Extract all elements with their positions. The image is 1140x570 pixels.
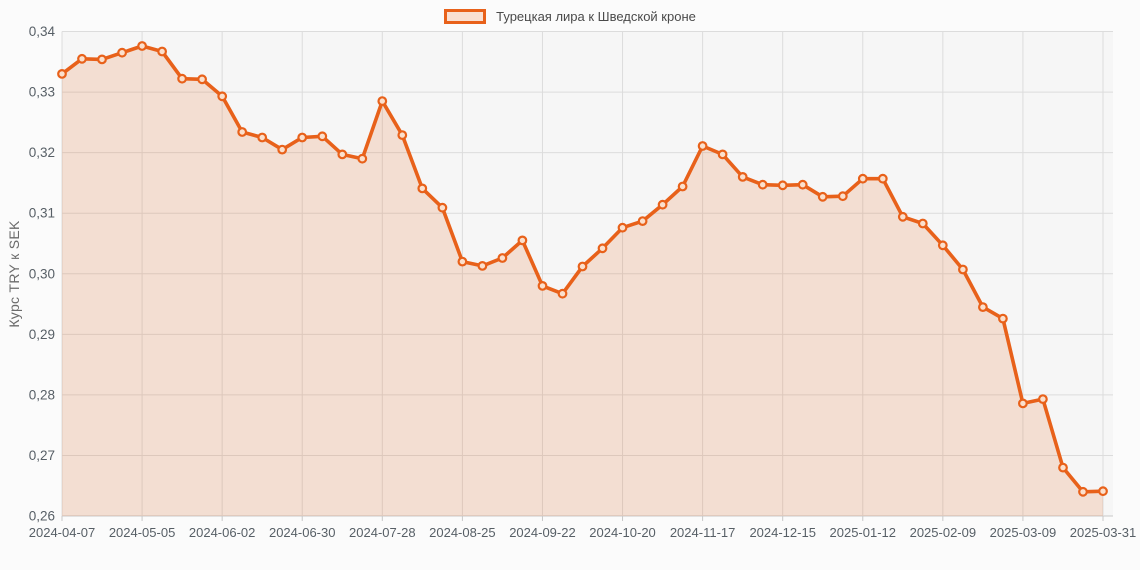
data-point[interactable] bbox=[897, 211, 908, 222]
x-tick-label: 2024-08-25 bbox=[429, 525, 496, 540]
data-point[interactable] bbox=[557, 288, 568, 299]
data-point[interactable] bbox=[617, 222, 628, 233]
data-point[interactable] bbox=[337, 149, 348, 160]
y-tick-label: 0,30 bbox=[29, 266, 55, 281]
y-gridlines bbox=[62, 31, 1113, 517]
y-tick-labels: 0,34 0,33 0,32 0,31 0,30 0,29 0,28 0,27 0,26 bbox=[29, 24, 56, 524]
x-tick-label: 2024-10-20 bbox=[589, 525, 656, 540]
data-point[interactable] bbox=[1018, 398, 1028, 409]
legend-series-label: Турецкая лира к Шведской кроне bbox=[496, 8, 696, 24]
data-point[interactable] bbox=[277, 144, 288, 155]
x-tick-label: 2025-03-31 bbox=[1070, 525, 1137, 540]
data-point[interactable] bbox=[497, 253, 508, 263]
data-point[interactable] bbox=[978, 302, 988, 313]
data-point[interactable] bbox=[477, 261, 488, 271]
area-series-fill bbox=[62, 46, 1103, 516]
y-tick-label: 0,28 bbox=[29, 387, 55, 402]
x-tick-labels: 2024-04-07 2024-05-05 2024-06-02 2024-06-30… bbox=[29, 525, 1137, 540]
y-tick-label: 0,31 bbox=[29, 206, 55, 221]
data-point[interactable] bbox=[197, 74, 208, 85]
data-point[interactable] bbox=[517, 235, 528, 246]
data-point[interactable] bbox=[97, 54, 107, 65]
data-point[interactable] bbox=[797, 179, 808, 190]
data-point[interactable] bbox=[297, 132, 308, 143]
data-point[interactable] bbox=[137, 41, 148, 51]
x-tick-label: 2025-01-12 bbox=[830, 525, 897, 540]
data-point[interactable] bbox=[677, 181, 688, 192]
data-points bbox=[57, 41, 1108, 497]
y-tick-label: 0,29 bbox=[29, 327, 55, 342]
data-point[interactable] bbox=[177, 73, 188, 84]
data-point[interactable] bbox=[157, 46, 168, 57]
data-point[interactable] bbox=[837, 191, 848, 202]
data-point[interactable] bbox=[1058, 462, 1068, 473]
data-point[interactable] bbox=[77, 53, 87, 64]
data-point[interactable] bbox=[917, 218, 928, 229]
legend-series-swatch-icon bbox=[444, 8, 487, 24]
data-point[interactable] bbox=[998, 313, 1008, 324]
x-tick-label: 2024-12-15 bbox=[749, 525, 816, 540]
x-tick-label: 2024-11-17 bbox=[670, 525, 736, 540]
data-point[interactable] bbox=[577, 261, 588, 272]
y-tick-label: 0,27 bbox=[29, 448, 55, 463]
x-gridlines bbox=[61, 31, 1104, 521]
data-point[interactable] bbox=[237, 127, 248, 137]
y-tick-label: 0,33 bbox=[29, 85, 55, 100]
data-point[interactable] bbox=[117, 47, 127, 58]
data-point[interactable] bbox=[637, 216, 648, 227]
y-tick-label: 0,32 bbox=[29, 145, 55, 160]
data-point[interactable] bbox=[1098, 486, 1108, 497]
data-point[interactable] bbox=[397, 130, 408, 141]
data-point[interactable] bbox=[717, 149, 728, 160]
data-point[interactable] bbox=[377, 96, 388, 106]
x-tick-label: 2024-04-07 bbox=[29, 525, 96, 540]
y-tick-label: 0,34 bbox=[29, 24, 56, 39]
data-point[interactable] bbox=[257, 132, 268, 143]
x-tick-label: 2024-05-05 bbox=[109, 525, 176, 540]
data-point[interactable] bbox=[657, 199, 668, 210]
data-point[interactable] bbox=[937, 240, 948, 251]
data-point[interactable] bbox=[958, 264, 968, 275]
data-point[interactable] bbox=[437, 202, 448, 213]
x-tick-label: 2024-09-22 bbox=[509, 525, 576, 540]
data-point[interactable] bbox=[817, 191, 828, 202]
data-point[interactable] bbox=[317, 131, 328, 142]
data-point[interactable] bbox=[1037, 394, 1048, 405]
x-tick-label: 2024-06-02 bbox=[189, 525, 256, 540]
data-point[interactable] bbox=[357, 153, 368, 164]
data-point[interactable] bbox=[757, 179, 768, 190]
data-point[interactable] bbox=[217, 91, 228, 102]
x-tick-label: 2024-06-30 bbox=[269, 525, 336, 540]
data-point[interactable] bbox=[537, 281, 548, 291]
data-point[interactable] bbox=[697, 141, 708, 151]
data-point[interactable] bbox=[777, 180, 788, 191]
data-point[interactable] bbox=[737, 171, 748, 182]
data-point[interactable] bbox=[877, 173, 888, 184]
data-point[interactable] bbox=[857, 173, 868, 184]
x-tick-label: 2024-07-28 bbox=[349, 525, 416, 540]
data-point[interactable] bbox=[597, 243, 608, 254]
data-point[interactable] bbox=[1078, 486, 1088, 497]
data-point[interactable] bbox=[417, 183, 428, 194]
x-tick-label: 2025-03-09 bbox=[990, 525, 1057, 540]
chart-legend[interactable]: Турецкая лира к Шведской кроне bbox=[0, 6, 1140, 26]
data-point[interactable] bbox=[457, 256, 468, 267]
data-point[interactable] bbox=[57, 68, 67, 79]
x-tick-label: 2025-02-09 bbox=[910, 525, 977, 540]
y-tick-label: 0,26 bbox=[29, 509, 55, 524]
